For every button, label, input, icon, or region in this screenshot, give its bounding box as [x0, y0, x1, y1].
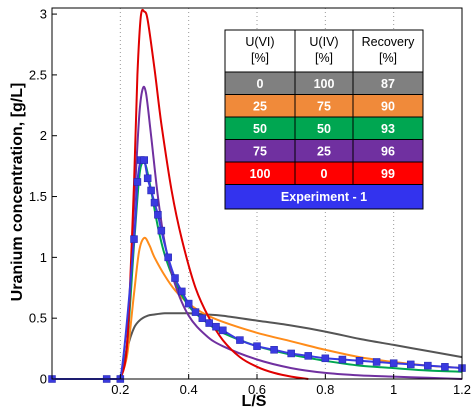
data-point [140, 156, 148, 164]
table-cell-text: 99 [381, 167, 395, 181]
series-line [119, 85, 463, 380]
legend-table: U(VI) [%] U(IV) [%] Recovery [%] 0 100 87 25 75 90 5… [224, 29, 424, 210]
table-header-text: [%] [251, 51, 269, 65]
x-tick-label: 1.2 [453, 382, 471, 397]
data-point [198, 314, 207, 322]
y-tick-label: 2 [40, 128, 47, 143]
table-header-text: U(VI) [245, 35, 274, 49]
y-tick-label: 3 [40, 7, 47, 22]
table-cell-text: 75 [317, 99, 331, 113]
x-tick-label: 0.6 [248, 382, 266, 397]
data-point [171, 274, 179, 282]
table-cell-text: 100 [250, 167, 271, 181]
data-point [372, 358, 381, 366]
table-cell-text: 0 [321, 167, 328, 181]
table-cell-text: 50 [253, 122, 267, 136]
data-point [304, 352, 312, 360]
table-cell-text: 25 [253, 99, 267, 113]
data-point [253, 342, 261, 350]
x-axis-title: L/S [242, 393, 267, 410]
table-experiment-label: Experiment - 1 [281, 190, 367, 204]
y-axis-ticks: 0 0.5 1 1.5 2 2.5 3 [29, 7, 57, 387]
data-point [157, 226, 166, 235]
data-point [355, 357, 364, 365]
data-point [164, 253, 172, 262]
y-tick-label: 0 [40, 372, 47, 387]
data-point [270, 346, 278, 354]
x-tick-label: 0.4 [180, 382, 198, 397]
y-tick-label: 0.5 [29, 311, 47, 326]
x-axis-ticks: 0.2 0.4 0.6 0.8 1 1.2 [111, 374, 471, 397]
series-line [119, 8, 309, 380]
data-point [219, 326, 227, 335]
data-point [287, 349, 295, 358]
table-cell-text: 100 [314, 77, 335, 91]
y-tick-label: 2.5 [29, 67, 47, 82]
data-point [147, 186, 155, 195]
table-cell-text: 25 [317, 144, 331, 158]
data-point [407, 360, 415, 369]
data-point [150, 198, 159, 207]
data-point [321, 354, 330, 363]
data-point [130, 235, 138, 243]
y-axis-title: Uranium concentration, [g/L] [9, 83, 26, 302]
data-point [424, 361, 432, 370]
table-header-row [224, 29, 424, 73]
data-point [236, 336, 244, 344]
y-tick-label: 1 [40, 250, 47, 265]
data-point [212, 322, 220, 331]
table-cell-text: 93 [381, 122, 395, 136]
data-point [184, 299, 193, 308]
x-tick-label: 0.8 [316, 382, 334, 397]
data-point [389, 359, 398, 367]
table-cell-text: 75 [253, 144, 267, 158]
data-point [441, 363, 449, 371]
table-header-text: [%] [379, 51, 397, 65]
table-cell-text: 87 [381, 77, 395, 91]
data-point [205, 319, 213, 327]
experiment-markers [48, 156, 466, 383]
data-point [133, 178, 142, 186]
data-point [178, 287, 186, 296]
table-cell-text: 50 [317, 122, 331, 136]
table-header-text: U(IV) [309, 35, 338, 49]
table-header-text: Recovery [362, 35, 416, 49]
y-tick-label: 1.5 [29, 189, 47, 204]
table-cell-text: 90 [381, 99, 395, 113]
data-point [338, 355, 347, 364]
table-cell-text: 96 [381, 144, 395, 158]
table-experiment-row [224, 184, 424, 210]
table-header-text: [%] [315, 51, 333, 65]
data-point [143, 174, 152, 183]
data-point [191, 308, 200, 316]
x-tick-label: 0.2 [111, 382, 129, 397]
data-point [154, 211, 162, 219]
x-tick-label: 1 [390, 382, 397, 397]
table-cell-text: 0 [257, 77, 264, 91]
